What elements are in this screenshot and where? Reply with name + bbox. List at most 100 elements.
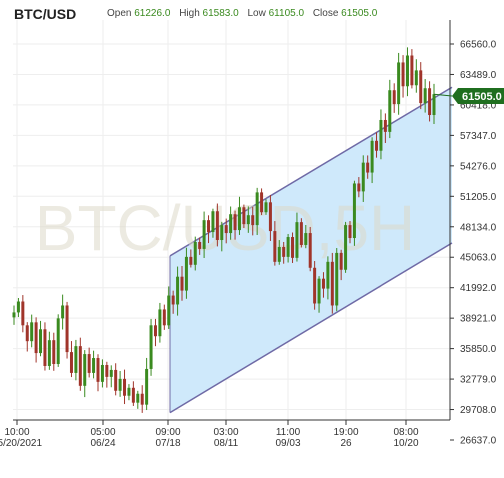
y-tick-label: 66560.0 xyxy=(460,40,497,51)
candle-body xyxy=(39,329,43,354)
candle-body xyxy=(273,231,277,262)
candle xyxy=(264,199,268,215)
x-tick-time: 08:00 xyxy=(393,427,418,438)
candle-body xyxy=(109,369,113,377)
candle-body xyxy=(246,215,250,225)
candle xyxy=(401,55,405,98)
high-label: High xyxy=(179,8,200,19)
candle xyxy=(52,332,56,371)
candle xyxy=(229,206,233,240)
candle-body xyxy=(118,378,122,391)
candle xyxy=(260,188,264,216)
x-tick-date: 05/20/2021 xyxy=(0,438,42,449)
candle-body xyxy=(145,368,149,405)
candle-body xyxy=(344,225,348,270)
candle-body xyxy=(123,378,127,396)
candle xyxy=(176,266,180,316)
candle-body xyxy=(105,364,109,377)
candle xyxy=(410,49,414,89)
candle-body xyxy=(211,211,215,233)
candle xyxy=(56,314,60,367)
candle-body xyxy=(131,387,135,403)
candle-body xyxy=(260,192,264,213)
candle-body xyxy=(140,393,144,405)
candle xyxy=(220,221,224,252)
x-tick-date: 09/03 xyxy=(275,438,300,449)
low-value: 61105.0 xyxy=(268,8,305,19)
y-tick-label: 63489.0 xyxy=(460,70,497,81)
candle xyxy=(193,236,197,271)
candle-body xyxy=(100,364,104,382)
candle-body xyxy=(299,222,303,245)
candle xyxy=(286,233,290,263)
candle xyxy=(352,180,356,246)
candle xyxy=(25,322,29,352)
candle-body xyxy=(34,322,38,354)
candle xyxy=(69,341,73,378)
candle-body xyxy=(397,62,401,105)
candle xyxy=(419,62,423,110)
x-tick-date: 26 xyxy=(340,438,352,449)
candle xyxy=(224,218,228,244)
candle-body xyxy=(12,312,16,318)
candle xyxy=(379,109,383,160)
price-tag-box xyxy=(452,88,504,104)
candle xyxy=(43,322,47,371)
candle-body xyxy=(74,346,78,373)
candle xyxy=(118,371,122,397)
candle-body xyxy=(410,55,414,86)
channel-lower-line xyxy=(169,242,453,414)
candle xyxy=(131,381,135,406)
candle-body xyxy=(392,90,396,105)
candle xyxy=(12,305,16,325)
candle xyxy=(21,295,25,333)
x-tick-time: 19:00 xyxy=(333,427,358,438)
candle xyxy=(255,187,259,236)
candle xyxy=(16,297,20,318)
candle-body xyxy=(375,140,379,151)
y-tick-label: 41992.0 xyxy=(460,283,497,294)
candle-body xyxy=(158,309,162,337)
candle xyxy=(162,304,166,330)
y-tick-label: 48134.0 xyxy=(460,222,497,233)
candle-body xyxy=(326,261,330,289)
candle xyxy=(47,331,51,370)
candle-body xyxy=(215,211,219,241)
x-tick-time: 09:00 xyxy=(155,427,180,438)
candle xyxy=(109,365,113,388)
x-tick-time: 05:00 xyxy=(90,427,115,438)
candle-body xyxy=(83,354,87,386)
candle-body xyxy=(87,354,91,373)
candle xyxy=(339,249,343,281)
open-value: 61226.0 xyxy=(134,8,171,19)
candle-body xyxy=(167,295,171,326)
x-tick-date: 10/20 xyxy=(393,438,418,449)
candle-body xyxy=(348,225,352,239)
candle-body xyxy=(295,222,299,258)
candle xyxy=(65,301,69,359)
x-tick-time: 11:00 xyxy=(276,427,301,438)
candle xyxy=(39,320,43,357)
candle-body xyxy=(423,88,427,104)
candle xyxy=(321,272,325,298)
candle-body xyxy=(428,88,432,116)
candle xyxy=(83,350,87,398)
candle xyxy=(136,390,140,409)
candle-body xyxy=(92,358,96,373)
candle xyxy=(388,79,392,139)
candles xyxy=(12,47,436,413)
candle xyxy=(140,385,144,413)
candle-body xyxy=(16,301,20,313)
candle-body xyxy=(224,225,228,234)
candle xyxy=(366,155,370,179)
candle xyxy=(189,249,193,268)
candle xyxy=(397,52,401,115)
candle-body xyxy=(184,256,188,291)
candle-body xyxy=(330,261,334,306)
candle-body xyxy=(114,369,118,391)
candle-body xyxy=(401,62,405,87)
candle xyxy=(30,314,34,348)
y-tick-label: 38921.0 xyxy=(460,314,497,325)
y-tick-label: 32779.0 xyxy=(460,375,497,386)
